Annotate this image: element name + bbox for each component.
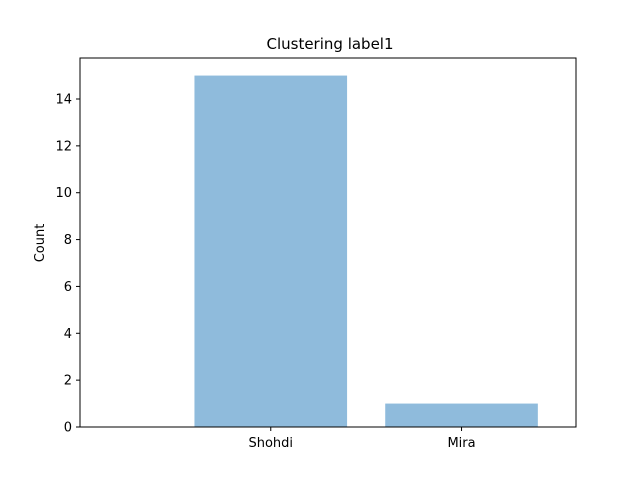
y-axis-label: Count [33,224,48,263]
plot-frame [79,57,577,428]
bar-shohdi [194,75,348,428]
bar-mira [385,403,538,427]
y-tick-label: 6 [64,280,72,295]
x-axis-ticks: Shohdi Mira [248,427,476,451]
bars-group [194,75,538,428]
x-tick-label: Mira [447,436,475,451]
y-axis-ticks: 0 2 4 6 8 10 12 14 [55,93,80,436]
y-tick-label: 10 [55,186,72,201]
y-tick-label: 4 [64,327,72,342]
y-tick-label: 8 [64,233,72,248]
x-tick-label: Shohdi [248,436,293,451]
y-tick-label: 12 [55,139,72,154]
y-tick-label: 0 [64,421,72,436]
y-tick-label: 2 [64,374,72,389]
chart-title: Clustering label1 [266,35,393,53]
y-tick-label: 14 [55,93,72,108]
